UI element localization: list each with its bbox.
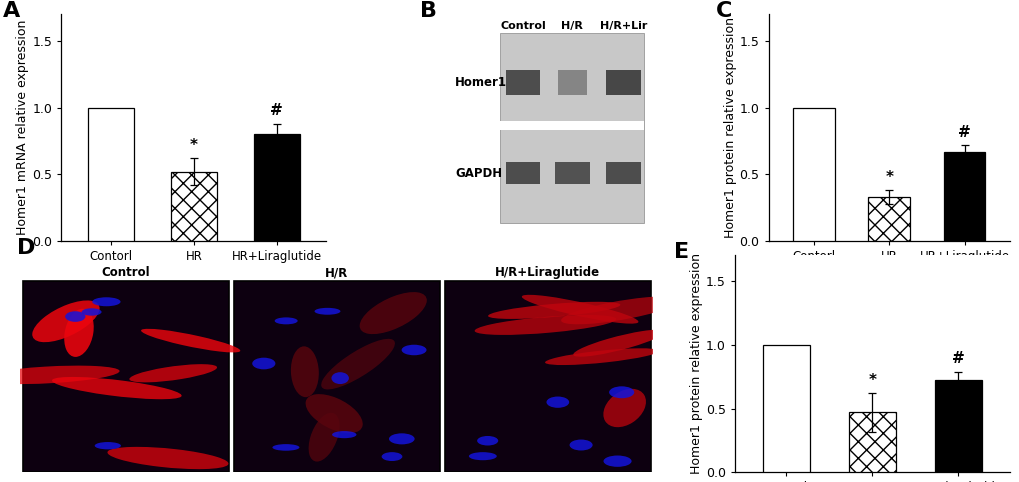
Ellipse shape	[52, 377, 181, 399]
FancyBboxPatch shape	[505, 162, 540, 185]
Ellipse shape	[560, 296, 680, 324]
Ellipse shape	[309, 413, 339, 462]
FancyBboxPatch shape	[233, 281, 439, 472]
Ellipse shape	[488, 302, 620, 319]
Ellipse shape	[360, 292, 426, 334]
Ellipse shape	[573, 330, 664, 357]
Text: A: A	[3, 1, 20, 21]
Ellipse shape	[272, 444, 300, 451]
FancyBboxPatch shape	[500, 33, 643, 223]
Ellipse shape	[95, 442, 121, 449]
FancyBboxPatch shape	[554, 162, 589, 185]
Text: *: *	[190, 138, 198, 153]
Bar	[762, 345, 809, 472]
Text: H/R: H/R	[560, 21, 583, 31]
Bar	[867, 197, 909, 241]
Ellipse shape	[603, 389, 645, 427]
Text: D: D	[17, 238, 36, 258]
Ellipse shape	[546, 397, 569, 408]
Ellipse shape	[65, 311, 86, 322]
Ellipse shape	[0, 366, 119, 384]
Ellipse shape	[381, 452, 401, 461]
Ellipse shape	[321, 339, 394, 389]
Ellipse shape	[107, 447, 228, 469]
Ellipse shape	[290, 347, 319, 397]
Ellipse shape	[522, 295, 638, 323]
FancyBboxPatch shape	[505, 70, 540, 95]
Ellipse shape	[469, 452, 496, 460]
Text: #: #	[957, 125, 970, 140]
Ellipse shape	[274, 317, 298, 324]
Text: Control: Control	[499, 21, 545, 31]
Y-axis label: Homer1 protein relative expression: Homer1 protein relative expression	[689, 254, 702, 474]
Ellipse shape	[141, 329, 240, 352]
Y-axis label: Homer1 mRNA relative expression: Homer1 mRNA relative expression	[16, 20, 30, 235]
Ellipse shape	[331, 372, 348, 384]
Ellipse shape	[306, 394, 363, 433]
Text: H/R: H/R	[325, 267, 348, 279]
Text: Homer1: Homer1	[454, 76, 506, 89]
Ellipse shape	[388, 433, 415, 444]
Text: E: E	[674, 242, 689, 262]
Ellipse shape	[252, 358, 275, 369]
Ellipse shape	[477, 436, 497, 445]
Ellipse shape	[33, 300, 100, 342]
Ellipse shape	[603, 455, 631, 467]
Text: Control: Control	[102, 267, 150, 279]
Ellipse shape	[314, 308, 340, 315]
Text: #: #	[951, 351, 964, 366]
Text: *: *	[884, 170, 893, 185]
Ellipse shape	[608, 387, 634, 398]
Text: B: B	[420, 1, 437, 21]
Text: #: #	[270, 104, 283, 119]
Bar	[933, 380, 981, 472]
Ellipse shape	[64, 309, 94, 357]
Bar	[793, 108, 834, 241]
Ellipse shape	[569, 440, 592, 451]
Y-axis label: Homer1 protein relative expression: Homer1 protein relative expression	[723, 17, 736, 238]
FancyBboxPatch shape	[557, 70, 586, 95]
Ellipse shape	[332, 431, 356, 438]
Bar	[254, 134, 300, 241]
Ellipse shape	[129, 364, 217, 382]
Ellipse shape	[92, 297, 120, 306]
Text: GAPDH: GAPDH	[454, 167, 502, 179]
Ellipse shape	[474, 315, 615, 335]
FancyBboxPatch shape	[444, 281, 650, 472]
Ellipse shape	[544, 348, 658, 365]
Ellipse shape	[401, 345, 426, 355]
Ellipse shape	[82, 308, 102, 316]
Bar	[88, 108, 133, 241]
FancyBboxPatch shape	[605, 70, 640, 95]
Text: H/R+Lir: H/R+Lir	[599, 21, 646, 31]
Bar	[943, 152, 984, 241]
FancyBboxPatch shape	[22, 281, 228, 472]
Text: H/R+Liraglutide: H/R+Liraglutide	[494, 267, 599, 279]
Text: *: *	[867, 373, 875, 388]
Bar	[848, 413, 895, 472]
Bar	[171, 172, 216, 241]
FancyBboxPatch shape	[605, 162, 640, 185]
FancyBboxPatch shape	[500, 121, 643, 130]
Text: C: C	[715, 1, 732, 21]
